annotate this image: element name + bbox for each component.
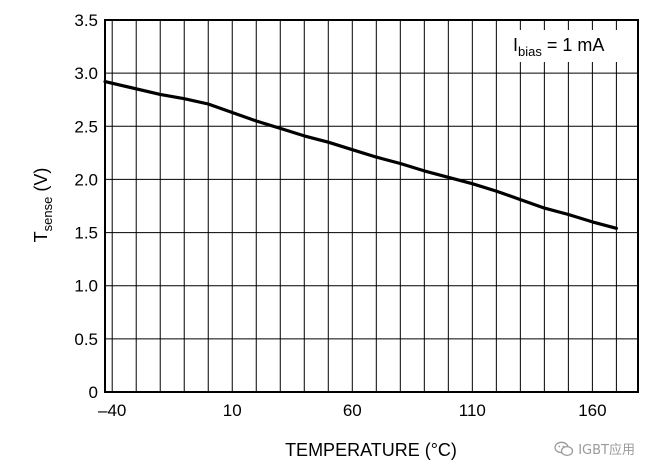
annotation-sub: bias	[518, 44, 542, 59]
y-tick-label: 0.5	[74, 330, 98, 349]
annotation-rest: = 1 mA	[542, 35, 605, 55]
y-tick-label: 3.5	[74, 11, 98, 30]
grid	[105, 20, 638, 392]
annotation-main: I	[513, 35, 518, 55]
x-tick-label: 160	[578, 401, 606, 420]
tick-labels: –40 10 60 110 160 0 0.5 1.0 1.5 2.0 2.5 3.0 3.5	[74, 11, 606, 420]
x-tick-label: 10	[223, 401, 242, 420]
y-axis-title-sub: sense	[40, 197, 55, 232]
bias-annotation: Ibias = 1 mA	[506, 30, 624, 62]
y-axis-title-unit: (V)	[31, 168, 51, 197]
x-axis-title: TEMPERATURE (°C)	[285, 440, 457, 460]
annotation-text: Ibias = 1 mA	[513, 35, 604, 59]
y-tick-label: 3.0	[74, 64, 98, 83]
wechat-icon	[554, 441, 574, 456]
x-tick-label: –40	[98, 401, 126, 420]
y-tick-label: 2.5	[74, 117, 98, 136]
y-tick-label: 2.0	[74, 170, 98, 189]
series-group	[103, 79, 619, 230]
y-axis-title: Tsense (V)	[31, 168, 55, 243]
y-tick-label: 0	[89, 383, 98, 402]
series-line-tsense	[103, 79, 619, 230]
y-tick-label: 1.0	[74, 277, 98, 296]
y-axis-title-main: T	[31, 231, 51, 242]
annotation-box	[506, 30, 624, 62]
x-tick-label: 60	[343, 401, 362, 420]
watermark-text: IGBT应用	[578, 443, 635, 458]
x-tick-label: 110	[459, 401, 486, 420]
watermark: IGBT应用	[554, 439, 635, 458]
plot-frame	[104, 19, 639, 393]
y-tick-label: 1.5	[74, 224, 98, 243]
